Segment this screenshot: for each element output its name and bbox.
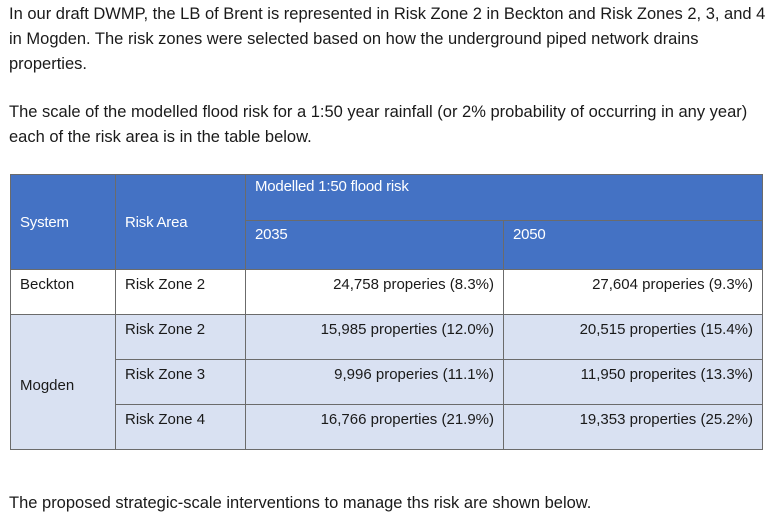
proposed-paragraph: The proposed strategic-scale interventio… [9,494,592,512]
scale-paragraph: The scale of the modelled flood risk for… [9,103,748,146]
table-header-row: System Risk Area Modelled 1:50 flood ris… [10,174,763,270]
system-cell-beckton: Beckton [10,269,116,315]
value-2050-cell: 20,515 properties (15.4%) [503,314,763,360]
header-risk-area: Risk Area [115,174,246,270]
header-modelled-flood-risk: Modelled 1:50 flood risk [245,174,763,221]
intro-paragraph: In our draft DWMP, the LB of Brent is re… [9,5,766,73]
value-2050-cell: 27,604 properies (9.3%) [503,269,763,315]
risk-area-cell: Risk Zone 4 [115,404,246,450]
risk-area-cell: Risk Zone 2 [115,269,246,315]
table-row: Mogden Risk Zone 2 15,985 properties (12… [10,314,763,450]
header-year-2050: 2050 [503,220,763,270]
table-row: Risk Zone 4 16,766 properties (21.9%) 19… [10,404,763,450]
value-2035-cell: 24,758 properies (8.3%) [245,269,504,315]
risk-area-cell: Risk Zone 2 [115,314,246,360]
flood-risk-table: System Risk Area Modelled 1:50 flood ris… [10,174,763,450]
header-system: System [10,174,116,270]
value-2035-cell: 16,766 properties (21.9%) [245,404,504,450]
risk-area-cell: Risk Zone 3 [115,359,246,405]
table-row: Risk Zone 3 9,996 properies (11.1%) 11,9… [10,359,763,405]
value-2050-cell: 19,353 properties (25.2%) [503,404,763,450]
table-subheader-row: 2035 2050 [11,220,763,270]
value-2035-cell: 9,996 properies (11.1%) [245,359,504,405]
header-year-2035: 2035 [245,220,504,270]
table-row: Beckton Risk Zone 2 24,758 properies (8.… [10,269,763,315]
value-2050-cell: 11,950 properites (13.3%) [503,359,763,405]
system-cell-mogden: Mogden [10,314,116,450]
value-2035-cell: 15,985 properties (12.0%) [245,314,504,360]
